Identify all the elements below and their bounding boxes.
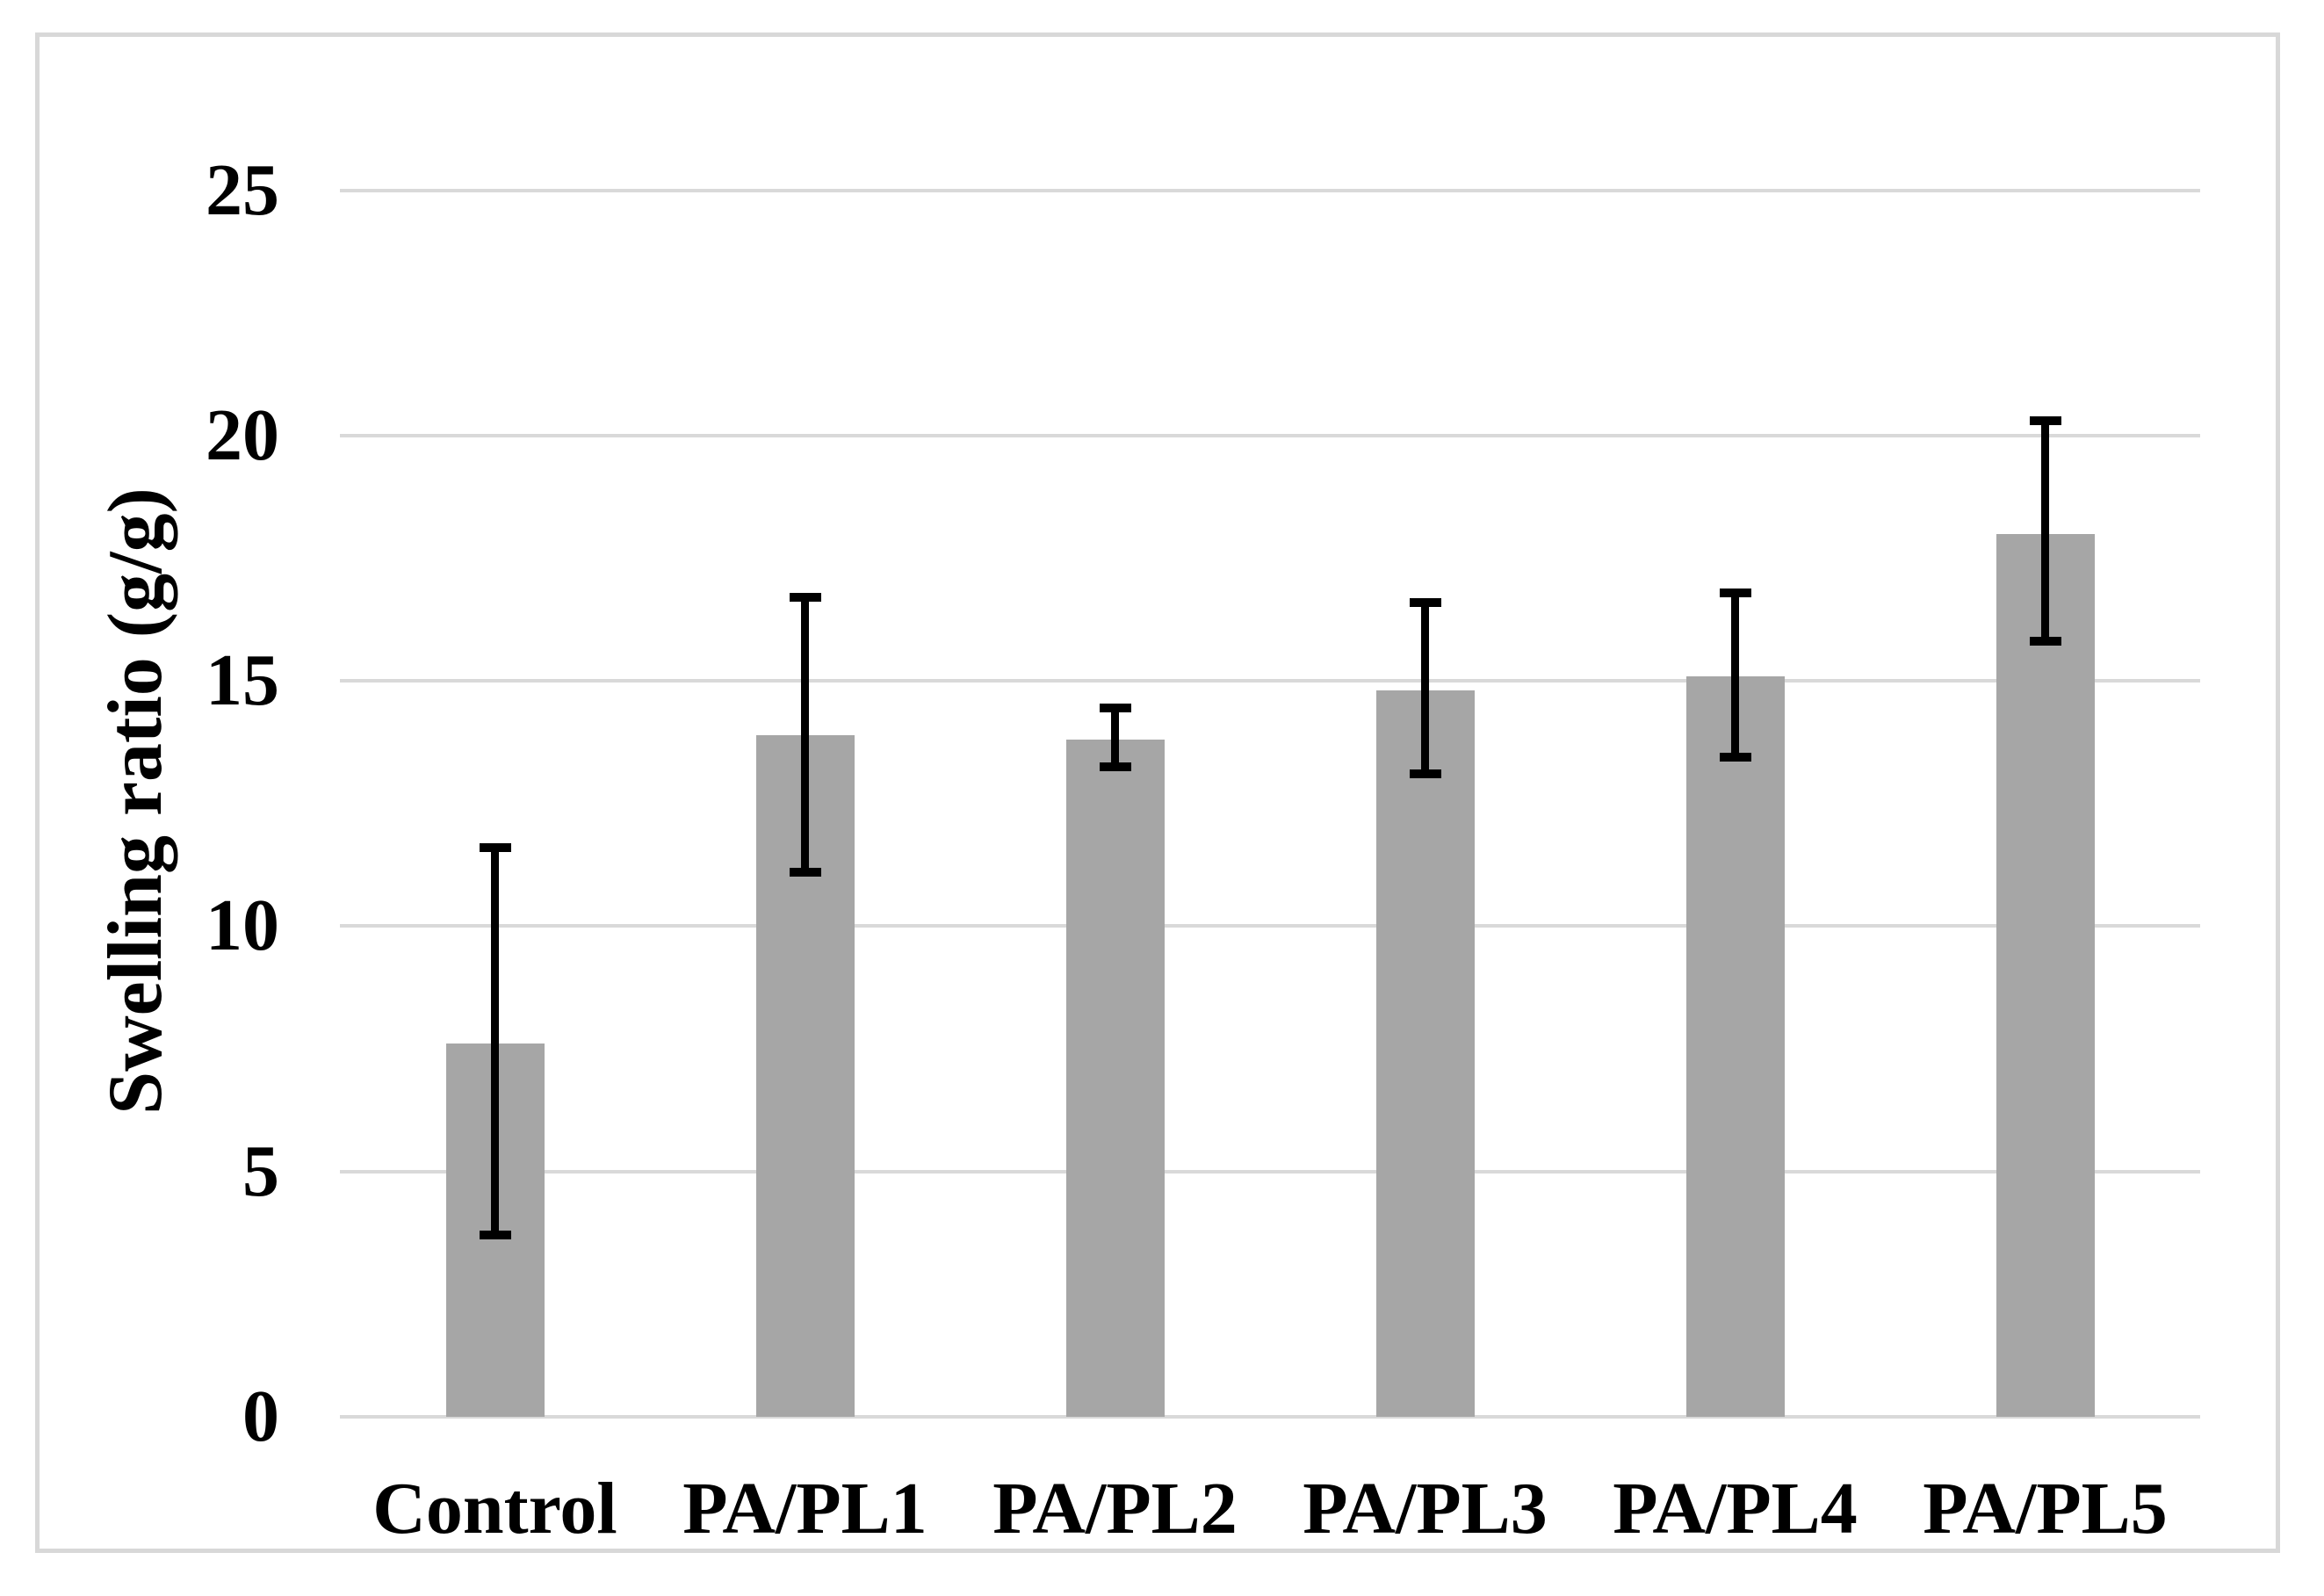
y-tick-label: 0 [242, 1376, 279, 1457]
bar [1375, 690, 1475, 1417]
error-bar [491, 848, 499, 1236]
gridline [340, 679, 2200, 683]
gridline [340, 433, 2200, 437]
bar [1996, 533, 2095, 1417]
y-tick-label: 15 [206, 639, 279, 722]
bar [1685, 675, 1785, 1417]
error-bar-bottom-cap [1099, 762, 1131, 771]
y-tick-label: 5 [242, 1130, 279, 1212]
x-axis-label: PA/PL4 [1613, 1468, 1858, 1549]
y-tick-label: 25 [206, 148, 279, 231]
error-bar [1421, 602, 1429, 775]
error-bar-top-cap [789, 593, 821, 603]
error-bar-bottom-cap [2029, 637, 2061, 646]
y-tick-label: 20 [206, 394, 279, 476]
gridline [340, 924, 2200, 928]
error-bar [2041, 421, 2049, 642]
gridline [340, 1169, 2200, 1174]
y-axis-title-text: Swelling ratio (g/g) [93, 487, 178, 1115]
error-bar [1111, 707, 1119, 767]
error-bar-bottom-cap [1719, 752, 1751, 762]
bar [1065, 740, 1165, 1417]
error-bar-top-cap [479, 843, 511, 853]
x-axis-label: PA/PL2 [992, 1468, 1238, 1549]
error-bar [1731, 592, 1739, 757]
gridline [340, 188, 2200, 192]
error-bar [801, 597, 809, 872]
y-tick-label: 10 [206, 885, 279, 967]
error-bar-bottom-cap [1409, 769, 1441, 779]
error-bar-top-cap [2029, 416, 2061, 426]
gridline [340, 1415, 2200, 1419]
error-bar-top-cap [1409, 597, 1441, 607]
x-axis-label: PA/PL1 [682, 1468, 927, 1549]
error-bar-bottom-cap [479, 1231, 511, 1240]
x-axis-label: PA/PL3 [1303, 1468, 1548, 1549]
x-axis-label: PA/PL5 [1923, 1468, 2168, 1549]
x-axis-label: Control [372, 1468, 617, 1549]
error-bar-bottom-cap [789, 867, 821, 877]
error-bar-top-cap [1099, 703, 1131, 712]
error-bar-top-cap [1719, 588, 1751, 597]
